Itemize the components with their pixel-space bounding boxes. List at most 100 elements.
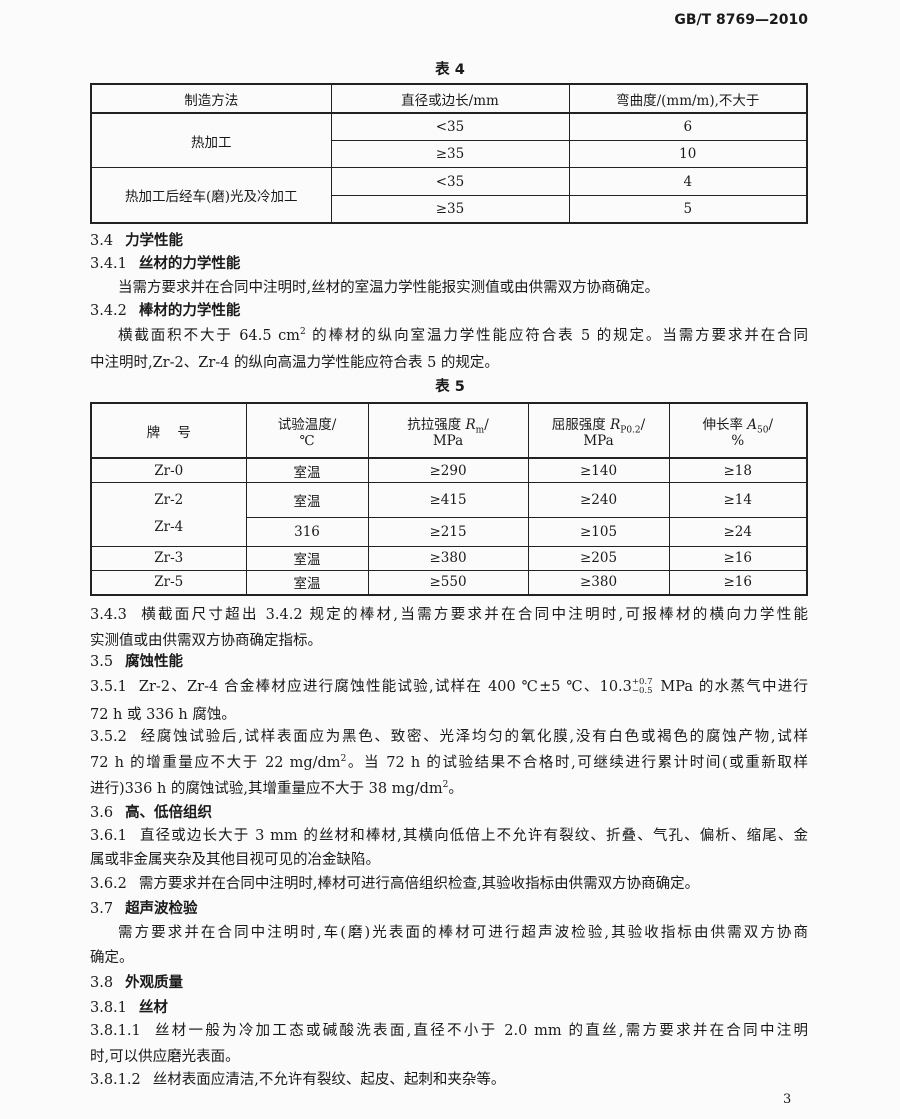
text: / <box>640 416 646 433</box>
superscript: 2 <box>340 754 347 765</box>
tolerance-minus: −0.5 <box>631 686 653 696</box>
section-3-6-1-line: 3.6.1 直径或边长大于 3 mm 的丝材和棒材,其横向低倍上不允许有裂纹、折叠… <box>90 825 808 847</box>
a-cell: ≥16 <box>668 569 808 596</box>
rp-cell: ≥105 <box>527 517 670 547</box>
section-number: 3.4.2 <box>90 303 127 319</box>
text: 屈服强度 <box>551 416 611 433</box>
symbol: R <box>610 416 621 433</box>
section-3-5-1-line: 3.5.1 Zr-2、Zr-4 合金棒材应进行腐蚀性能试验,试样在 400 ℃±5… <box>90 676 808 698</box>
section-number: 3.6.2 <box>90 876 127 892</box>
table5-header-grade: 牌 号 <box>90 402 247 459</box>
section-number: 3.8.1.2 <box>90 1072 141 1088</box>
section-title: 高、低倍组织 <box>125 805 213 821</box>
rm-cell: ≥290 <box>367 457 529 484</box>
symbol: R <box>465 416 476 433</box>
rm-cell: ≥415 <box>367 482 529 519</box>
section-title: 外观质量 <box>125 975 184 991</box>
text: 进行)336 h 的腐蚀试验,其增重量应不大于 38 mg/dm <box>90 781 443 797</box>
text: 丝材一般为冷加工态或碱酸洗表面,直径不小于 2.0 mm 的直丝,需方要求并在合… <box>152 1023 808 1039</box>
text: 。当 72 h 的试验结果不合格时,可继续进行累计时间(或重新取样 <box>346 755 808 771</box>
section-title: 力学性能 <box>125 233 184 249</box>
rm-cell: ≥380 <box>367 545 529 571</box>
text: Zr-2 <box>154 492 184 509</box>
table4-bend: 4 <box>568 167 808 196</box>
section-number: 3.8.1.1 <box>90 1023 141 1039</box>
paragraph-line: 横截面积不大于 64.5 cm2 的棒材的纵向室温力学性能应符合表 5 的规定。… <box>118 325 808 347</box>
text: Zr-4 <box>154 519 184 536</box>
text: 横截面积不大于 64.5 cm <box>118 328 300 344</box>
paragraph-line: 需方要求并在合同中注明时,车(磨)光表面的棒材可进行超声波检验,其验收指标由供需… <box>118 925 808 941</box>
text: MPa 的水蒸气中进行 <box>654 679 808 695</box>
text: 。 <box>448 781 463 797</box>
rp-cell: ≥240 <box>527 482 670 519</box>
paragraph-line: 72 h 或 336 h 腐蚀。 <box>90 707 236 723</box>
table5-header-a: 伸长率 A50/% <box>668 402 808 459</box>
table4-bend: 5 <box>568 194 808 224</box>
text: 抗拉强度 <box>407 416 466 433</box>
unit: MPa <box>583 432 614 449</box>
table4-method: 热加工后经车(磨)光及冷加工 <box>90 167 332 224</box>
table4-size: ≥35 <box>330 194 570 224</box>
table4-method: 热加工 <box>90 112 332 169</box>
section-3-4-2-heading: 3.4.2 棒材的力学性能 <box>90 300 808 322</box>
text: 丝材表面应清洁,不允许有裂纹、起皮、起刺和夹杂等。 <box>152 1072 506 1088</box>
table4-bend: 10 <box>568 140 808 169</box>
section-3-5-heading: 3.5 腐蚀性能 <box>90 651 808 673</box>
section-3-5-2-line: 3.5.2 经腐蚀试验后,试样表面应为黑色、致密、光泽均匀的氧化膜,没有白色或褐色… <box>90 726 808 748</box>
table-row: ≥35 10 <box>91 140 808 169</box>
rm-cell: ≥215 <box>367 517 529 547</box>
section-title: 棒材的力学性能 <box>138 303 241 319</box>
table5-header-rm: 抗拉强度 Rm/ MPa <box>367 402 529 459</box>
table4-size: ≥35 <box>330 140 570 169</box>
text: 横截面尺寸超出 3.4.2 规定的棒材,当需方要求并在合同中注明时,可报棒材的横… <box>138 607 808 623</box>
grade-cell: Zr-3 <box>90 545 247 571</box>
text: 试验温度/ <box>277 416 337 433</box>
text: 72 h 的增重量应不大于 22 mg/dm <box>90 755 341 771</box>
table4-bend: 6 <box>568 112 808 142</box>
grade-cell: Zr-5 <box>90 569 247 596</box>
paragraph-line: 属或非金属夹杂及其他目视可见的冶金缺陷。 <box>90 852 380 868</box>
standard-number-header: GB/T 8769—2010 <box>674 12 808 28</box>
table-row: Zr-3 室温 ≥380 ≥205 ≥16 <box>90 545 808 571</box>
text: ℃ <box>299 432 315 449</box>
table4: 制造方法 直径或边长/mm 弯曲度/(mm/m),不大于 热加工 <35 6 ≥… <box>90 83 808 224</box>
section-3-8-1-1-line: 3.8.1.1 丝材一般为冷加工态或碱酸洗表面,直径不小于 2.0 mm 的直丝,… <box>90 1020 808 1042</box>
table-row: ≥35 5 <box>91 194 808 224</box>
text: 需方要求并在合同中注明时,棒材可进行高倍组织检查,其验收指标由供需双方协商确定。 <box>138 876 700 892</box>
unit: % <box>731 432 745 449</box>
rp-cell: ≥380 <box>527 569 670 596</box>
a-cell: ≥14 <box>668 482 808 519</box>
text: 直径或边长大于 3 mm 的丝材和棒材,其横向低倍上不允许有裂纹、折叠、气孔、偏… <box>138 828 808 844</box>
paragraph-line: 72 h 的增重量应不大于 22 mg/dm2。当 72 h 的试验结果不合格时… <box>90 752 808 774</box>
text: / <box>768 416 774 433</box>
table-row: Zr-2 Zr-4 室温 ≥415 ≥240 ≥14 <box>90 482 808 547</box>
table-row: 316 ≥215 ≥105 ≥24 <box>91 517 808 547</box>
rm-cell: ≥550 <box>367 569 529 596</box>
tolerance-plus: +0.7 <box>631 677 653 687</box>
paragraph-line: 确定。 <box>90 950 134 966</box>
tolerance: +0.7 −0.5 <box>632 678 653 696</box>
section-3-4-3-line: 3.4.3 横截面尺寸超出 3.4.2 规定的棒材,当需方要求并在合同中注明时,可… <box>90 604 808 626</box>
section-number: 3.6 <box>90 805 114 821</box>
section-3-6-2-line: 3.6.2 需方要求并在合同中注明时,棒材可进行高倍组织检查,其验收指标由供需双方… <box>90 873 808 895</box>
table-row: 热加工 <35 6 <box>90 112 808 169</box>
paragraph-line: 实测值或由供需双方协商确定指标。 <box>90 633 322 649</box>
table5-header-temp: 试验温度/℃ <box>245 402 369 459</box>
symbol: A <box>747 416 758 433</box>
subscript: P0.2 <box>620 425 641 436</box>
section-3-6-heading: 3.6 高、低倍组织 <box>90 802 808 824</box>
section-3-8-1-2-line: 3.8.1.2 丝材表面应清洁,不允许有裂纹、起皮、起刺和夹杂等。 <box>90 1069 808 1091</box>
section-3-4-heading: 3.4 力学性能 <box>90 230 808 252</box>
grade-cell: Zr-0 <box>90 457 247 484</box>
a-cell: ≥18 <box>668 457 808 484</box>
section-number: 3.5.1 <box>90 679 127 695</box>
grade-cell: Zr-2 Zr-4 <box>90 482 247 547</box>
superscript: 2 <box>442 780 449 791</box>
a-cell: ≥24 <box>668 517 808 547</box>
paragraph-line: 当需方要求并在合同中注明时,丝材的室温力学性能报实测值或由供需双方协商确定。 <box>118 280 660 296</box>
page-number: 3 <box>783 1092 792 1107</box>
paragraph-line: 时,可以供应磨光表面。 <box>90 1049 240 1065</box>
section-3-7-heading: 3.7 超声波检验 <box>90 898 808 920</box>
a-cell: ≥16 <box>668 545 808 571</box>
table4-header-size: 直径或边长/mm <box>330 83 570 114</box>
